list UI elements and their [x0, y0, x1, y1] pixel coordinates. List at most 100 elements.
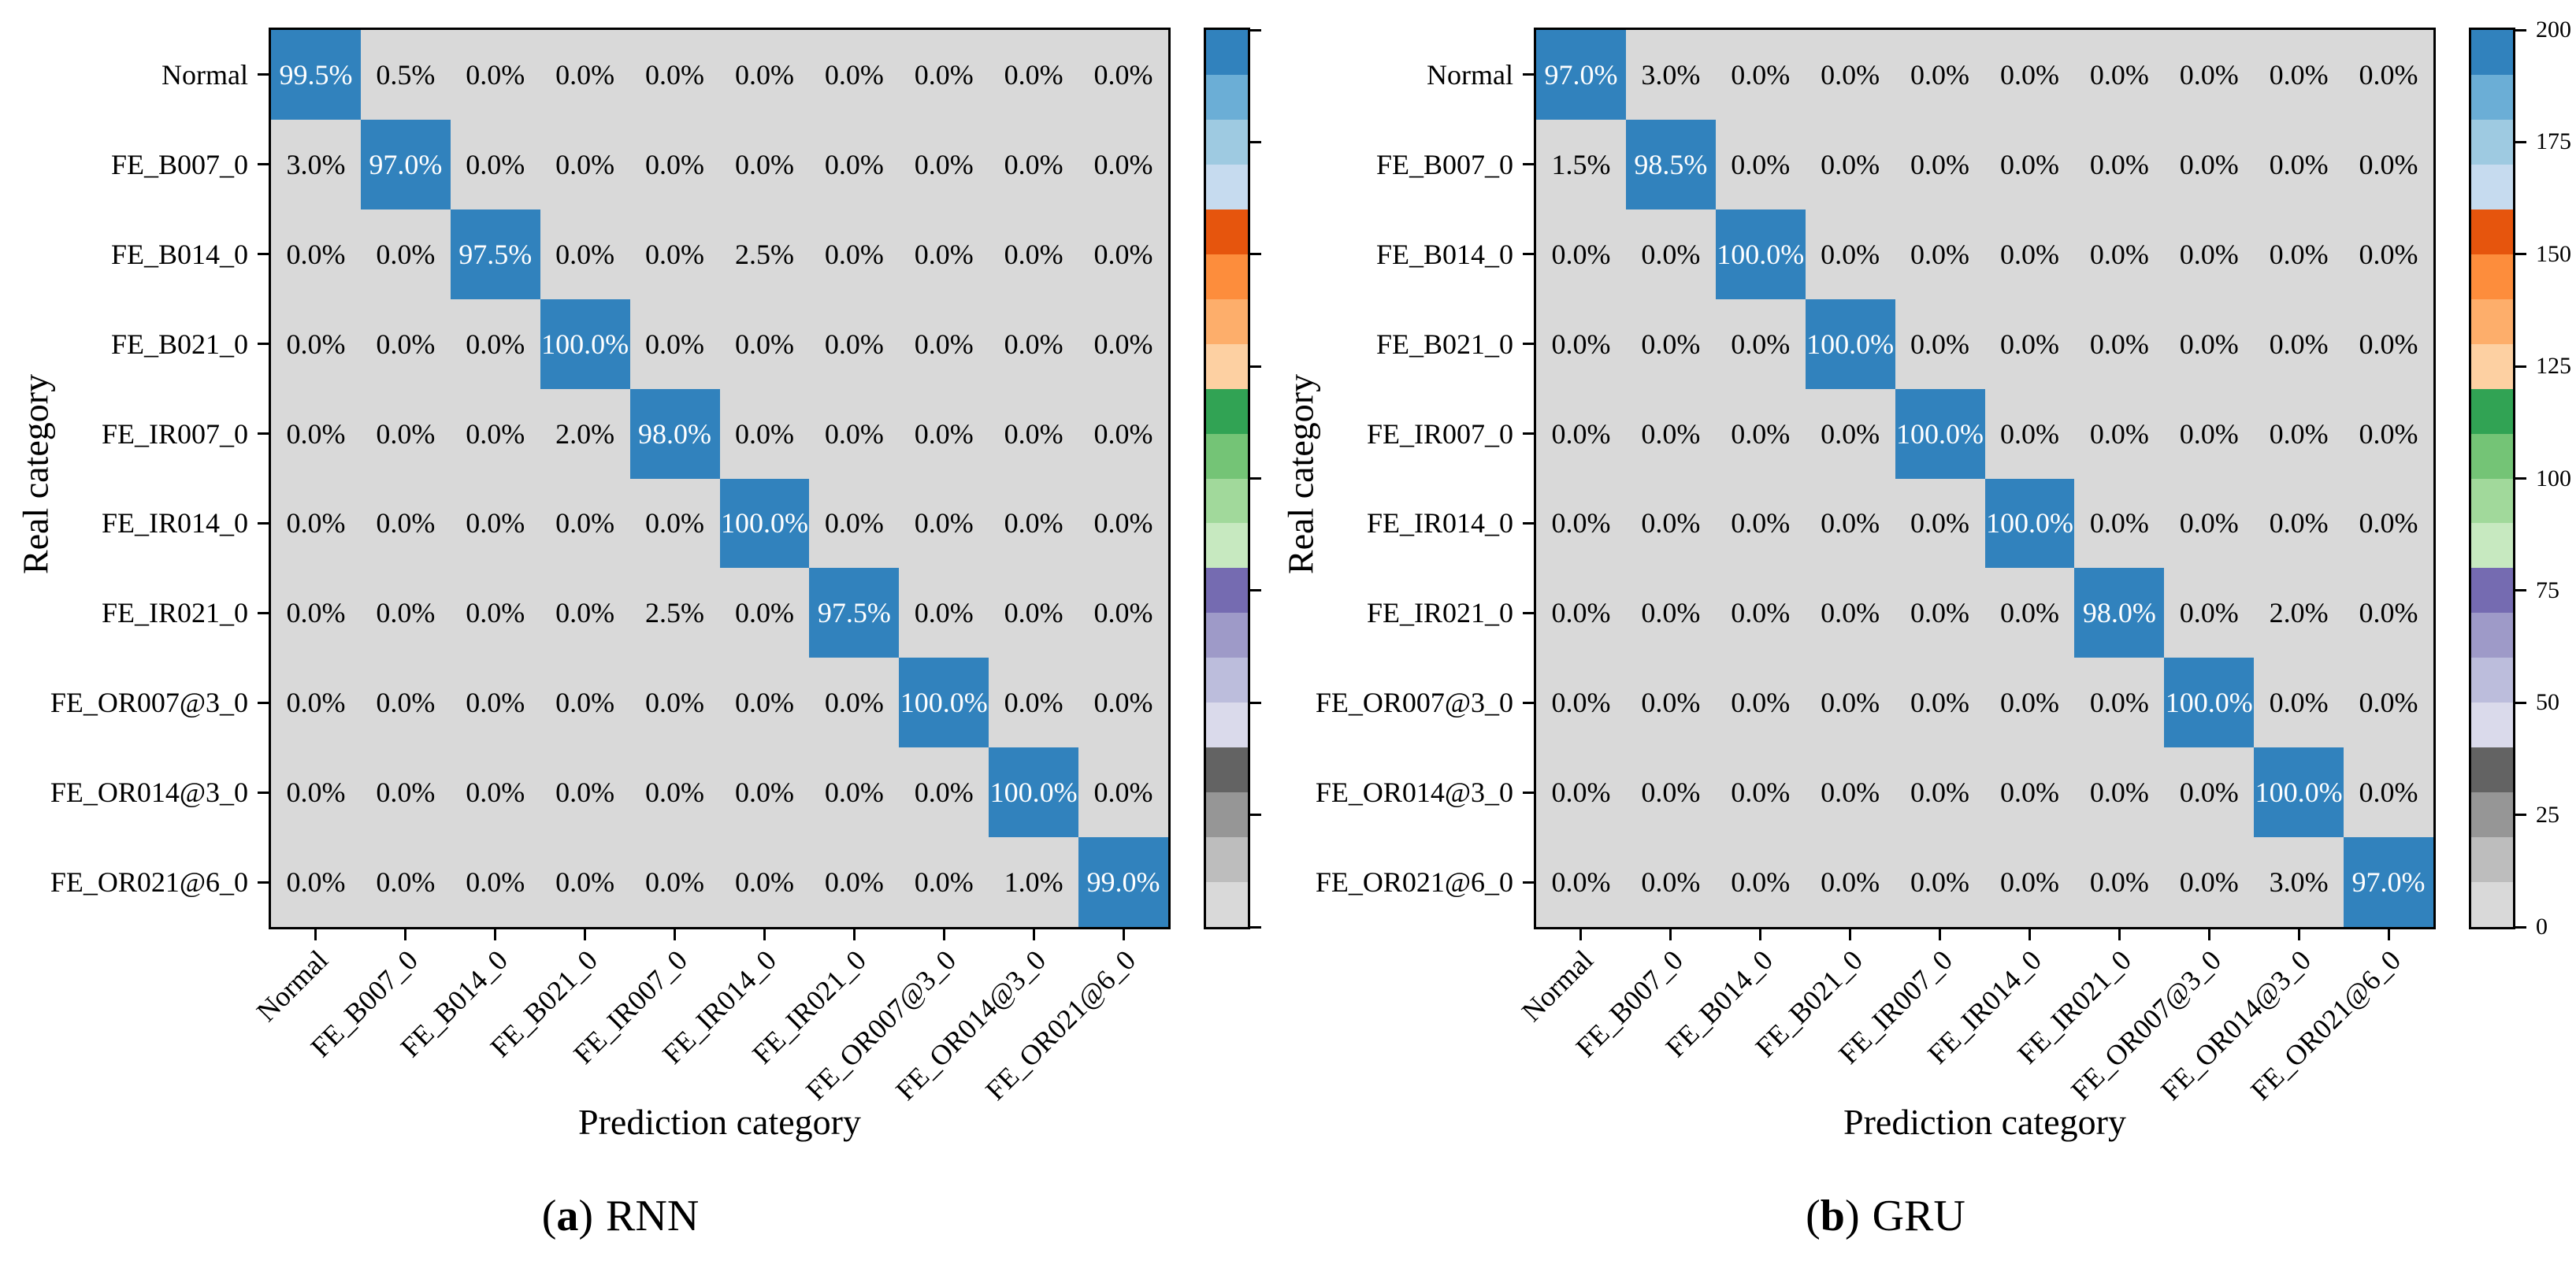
colorbar-tick-label: 200 [2536, 17, 2571, 43]
y-tick-label: Normal [161, 58, 248, 91]
matrix-cell: 0.0% [2164, 30, 2255, 120]
matrix-cell: 0.0% [1536, 658, 1626, 748]
colorbar-tick-mark [1250, 589, 1261, 592]
colorbar-band [2471, 343, 2513, 389]
colorbar-band [1206, 792, 1248, 838]
matrix-cell: 0.0% [809, 658, 900, 748]
matrix-cell: 0.0% [1536, 747, 1626, 838]
matrix-cell: 0.0% [271, 747, 361, 838]
matrix-cell: 0.0% [809, 388, 900, 479]
matrix-cell: 0.0% [2164, 298, 2255, 389]
matrix-cell: 0.0% [1715, 388, 1806, 479]
matrix-cell: 0.0% [1715, 837, 1806, 927]
subfigure-b-gru: Real category Normal FE_B007_0 FE_B014_0 FE… [1265, 0, 2572, 1268]
matrix-cell: 0.0% [2254, 478, 2344, 569]
matrix-cell: 0.0% [1984, 298, 2075, 389]
colorbar-band [1206, 837, 1248, 883]
colorbar-band [2471, 568, 2513, 614]
matrix-cell: 0.0% [1536, 837, 1626, 927]
colorbar-tick-label: 0 [2536, 914, 2548, 940]
colorbar-band [1206, 388, 1248, 434]
matrix-cell: 0.0% [271, 388, 361, 479]
matrix-cell: 0.0% [1895, 119, 1985, 209]
colorbar-band [2471, 209, 2513, 254]
matrix-cell: 0.0% [2254, 298, 2344, 389]
matrix-cell: 0.0% [271, 298, 361, 389]
matrix-cell: 100.0% [719, 478, 810, 569]
matrix-cell: 0.0% [2344, 747, 2433, 838]
colorbar-tick-mark [1250, 477, 1261, 480]
y-tick-label: FE_OR007@3_0 [50, 687, 248, 719]
matrix-cell: 0.0% [1078, 30, 1168, 120]
matrix-cell: 0.0% [450, 388, 540, 479]
y-tick-mark [258, 432, 269, 436]
colorbar-band [1206, 164, 1248, 209]
matrix-cell: 0.0% [540, 30, 630, 120]
y-tick-label: FE_IR021_0 [101, 597, 248, 629]
matrix-cell: 0.0% [1625, 837, 1716, 927]
matrix-cell: 0.0% [2344, 209, 2433, 299]
x-tick-mark [942, 929, 945, 940]
matrix-cell: 0.0% [899, 568, 989, 658]
matrix-cell: 0.0% [540, 747, 630, 838]
matrix-cell: 0.0% [809, 747, 900, 838]
matrix-cell: 0.0% [1625, 478, 1716, 569]
matrix-cell: 0.0% [2164, 478, 2255, 569]
matrix-cell: 0.0% [271, 478, 361, 569]
subfigure-caption: (a) RNN [169, 1191, 1071, 1241]
x-tick-mark [763, 929, 766, 940]
matrix-cell: 0.0% [629, 747, 720, 838]
matrix-cell: 0.0% [809, 837, 900, 927]
matrix-cell: 0.0% [540, 119, 630, 209]
y-tick-label: FE_B021_0 [1375, 328, 1513, 360]
x-tick-mark [852, 929, 856, 940]
matrix-cell: 0.0% [1625, 209, 1716, 299]
matrix-cell: 2.5% [629, 568, 720, 658]
matrix-cell: 3.0% [271, 119, 361, 209]
matrix-cell: 0.0% [1895, 747, 1985, 838]
colorbar-band [1206, 254, 1248, 299]
matrix-cell: 0.0% [629, 30, 720, 120]
matrix-cell: 98.0% [2074, 568, 2165, 658]
y-tick-label: FE_OR014@3_0 [50, 777, 248, 809]
y-tick-mark [258, 343, 269, 346]
matrix-cell: 97.0% [360, 119, 451, 209]
matrix-cell: 0.0% [629, 298, 720, 389]
colorbar-tick-mark [2515, 253, 2526, 256]
matrix-cell: 0.0% [1895, 658, 1985, 748]
matrix-cell: 0.0% [1715, 119, 1806, 209]
y-tick-mark [1523, 343, 1534, 346]
matrix-cell: 1.5% [1536, 119, 1626, 209]
matrix-cell: 0.0% [450, 119, 540, 209]
y-tick-label: FE_OR021@6_0 [50, 866, 248, 899]
matrix-cell: 0.0% [271, 837, 361, 927]
matrix-cell: 0.0% [540, 478, 630, 569]
matrix-cell: 0.0% [1078, 478, 1168, 569]
matrix-cell: 0.0% [2344, 658, 2433, 748]
y-tick-mark [258, 163, 269, 166]
matrix-cell: 0.0% [719, 747, 810, 838]
matrix-cell: 0.0% [2074, 478, 2165, 569]
y-tick-label: FE_B014_0 [110, 238, 248, 270]
matrix-cell: 97.5% [450, 209, 540, 299]
x-ticks [271, 929, 1168, 940]
matrix-cell: 0.0% [1715, 658, 1806, 748]
y-tick-label: FE_B021_0 [110, 328, 248, 360]
matrix-cell: 0.0% [1984, 30, 2075, 120]
matrix-cell: 0.0% [719, 388, 810, 479]
matrix-cell: 0.0% [360, 298, 451, 389]
y-tick-label: FE_B007_0 [1375, 148, 1513, 180]
y-tick-labels: Normal FE_B007_0 FE_B014_0 FE_B021_0 FE_IR00… [1265, 30, 1518, 927]
caption-model-name: RNN [606, 1192, 700, 1240]
matrix-cell: 0.0% [1078, 119, 1168, 209]
matrix-cell: 0.0% [1984, 837, 2075, 927]
matrix-cell: 0.0% [540, 568, 630, 658]
x-axis-label: Prediction category [1843, 1102, 2126, 1142]
y-tick-mark [258, 73, 269, 76]
colorbar-band [1206, 298, 1248, 344]
matrix-cell: 100.0% [989, 747, 1079, 838]
colorbar-band [1206, 613, 1248, 658]
colorbar-tick-mark [1250, 140, 1261, 143]
matrix-cell: 0.0% [989, 568, 1079, 658]
